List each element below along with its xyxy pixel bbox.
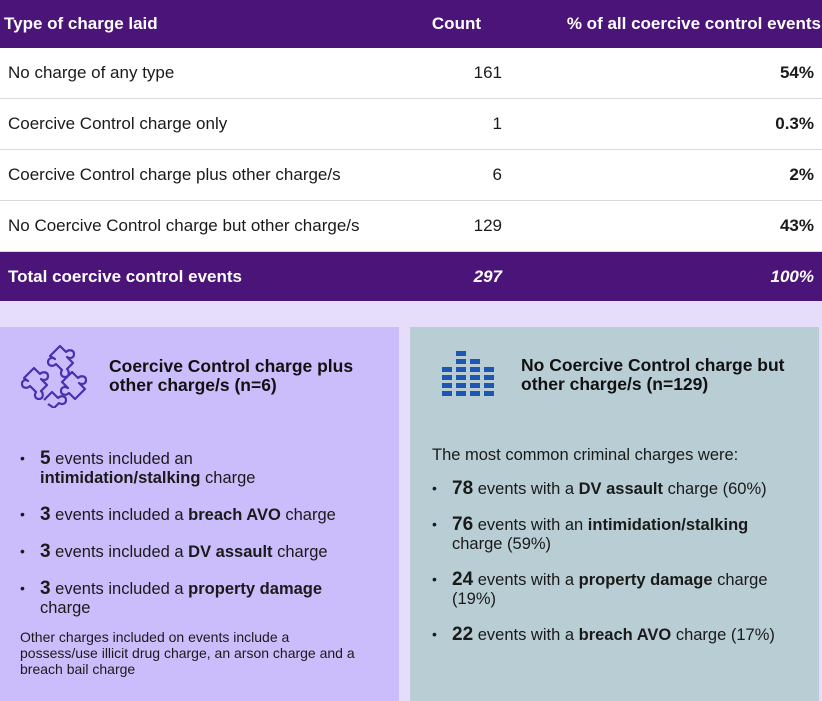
header-count: Count <box>431 14 481 33</box>
item-text: events included a <box>50 543 189 561</box>
list-item: 3 events included a breach AVO charge <box>20 505 380 525</box>
table-row: Coercive Control charge only 1 0.3% <box>0 99 822 150</box>
table-row: No Coercive Control charge but other cha… <box>0 201 822 252</box>
left-panel-title: Coercive Control charge plus other charg… <box>109 356 354 395</box>
table-row: Coercive Control charge plus other charg… <box>0 150 822 201</box>
right-panel-title: No Coercive Control charge but other cha… <box>521 355 785 394</box>
item-charge: breach AVO <box>188 506 281 524</box>
list-item: 76 events with an intimidation/stalking … <box>432 515 812 554</box>
item-charge: property damage <box>578 571 713 589</box>
item-suffix: charge (19%) <box>452 571 768 608</box>
item-text: events included an <box>50 450 193 468</box>
item-charge: property damage <box>188 580 323 598</box>
item-suffix: charge <box>40 599 91 617</box>
item-charge: intimidation/stalking <box>40 469 201 487</box>
list-item: 78 events with a DV assault charge (60%) <box>432 479 812 499</box>
item-number: 22 <box>452 624 474 645</box>
list-item: 3 events included a property damage char… <box>20 579 380 618</box>
list-item: 5 events included an intimidation/stalki… <box>20 449 380 488</box>
item-number: 3 <box>40 578 51 599</box>
item-suffix: charge <box>280 506 336 524</box>
item-text: events included a <box>50 580 189 598</box>
table-row: No charge of any type 161 54% <box>0 48 822 99</box>
total-count: 297 <box>473 267 502 286</box>
right-charge-list: 78 events with a DV assault charge (60%)… <box>432 479 812 661</box>
list-item: 22 events with a breach AVO charge (17%) <box>432 625 812 645</box>
item-number: 78 <box>452 478 474 499</box>
row-type: No charge of any type <box>8 63 175 82</box>
left-charge-list: 5 events included an intimidation/stalki… <box>20 449 380 635</box>
row-percent: 43% <box>779 216 814 235</box>
row-percent: 54% <box>779 63 814 82</box>
puzzle-icon <box>20 342 92 410</box>
item-suffix: charge <box>200 469 256 487</box>
row-count: 6 <box>492 165 502 184</box>
right-panel-intro: The most common criminal charges were: <box>432 446 739 464</box>
item-charge: DV assault <box>578 480 663 498</box>
item-text: events included a <box>50 506 189 524</box>
list-item: 3 events included a DV assault charge <box>20 542 380 562</box>
item-suffix: charge (17%) <box>671 626 775 644</box>
row-percent: 0.3% <box>775 114 814 133</box>
item-number: 24 <box>452 569 474 590</box>
cc-plus-other-panel: Coercive Control charge plus other charg… <box>0 327 399 701</box>
total-label: Total coercive control events <box>8 267 242 286</box>
item-number: 76 <box>452 514 474 535</box>
row-type: Coercive Control charge plus other charg… <box>8 165 341 184</box>
total-percent: 100% <box>770 267 814 286</box>
item-text: events with an <box>473 516 588 534</box>
charges-table: Type of charge laid Count % of all coerc… <box>0 0 822 302</box>
table-total-row: Total coercive control events 297 100% <box>0 252 822 302</box>
row-type: No Coercive Control charge but other cha… <box>8 216 360 235</box>
table-header-row: Type of charge laid Count % of all coerc… <box>0 0 822 48</box>
item-number: 5 <box>40 448 51 469</box>
header-type: Type of charge laid <box>4 14 158 33</box>
row-count: 161 <box>473 63 502 82</box>
other-charges-note: Other charges included on events include… <box>20 629 355 677</box>
item-text: events with a <box>473 626 579 644</box>
row-type: Coercive Control charge only <box>8 114 228 133</box>
item-charge: intimidation/stalking <box>587 516 749 534</box>
item-charge: breach AVO <box>578 626 672 644</box>
row-percent: 2% <box>789 165 814 184</box>
item-suffix: charge (59%) <box>452 535 552 553</box>
item-suffix: charge <box>272 543 328 561</box>
header-percent: % of all coercive control events <box>566 14 821 33</box>
item-suffix: charge (60%) <box>663 480 767 498</box>
no-cc-other-panel: No Coercive Control charge but other cha… <box>410 327 819 701</box>
list-item: 24 events with a property damage charge … <box>432 570 812 609</box>
item-text: events with a <box>473 571 579 589</box>
row-count: 1 <box>492 114 502 133</box>
bar-chart-icon <box>442 347 496 399</box>
item-charge: DV assault <box>188 543 273 561</box>
item-number: 3 <box>40 541 51 562</box>
row-count: 129 <box>473 216 502 235</box>
item-number: 3 <box>40 504 51 525</box>
item-text: events with a <box>473 480 579 498</box>
